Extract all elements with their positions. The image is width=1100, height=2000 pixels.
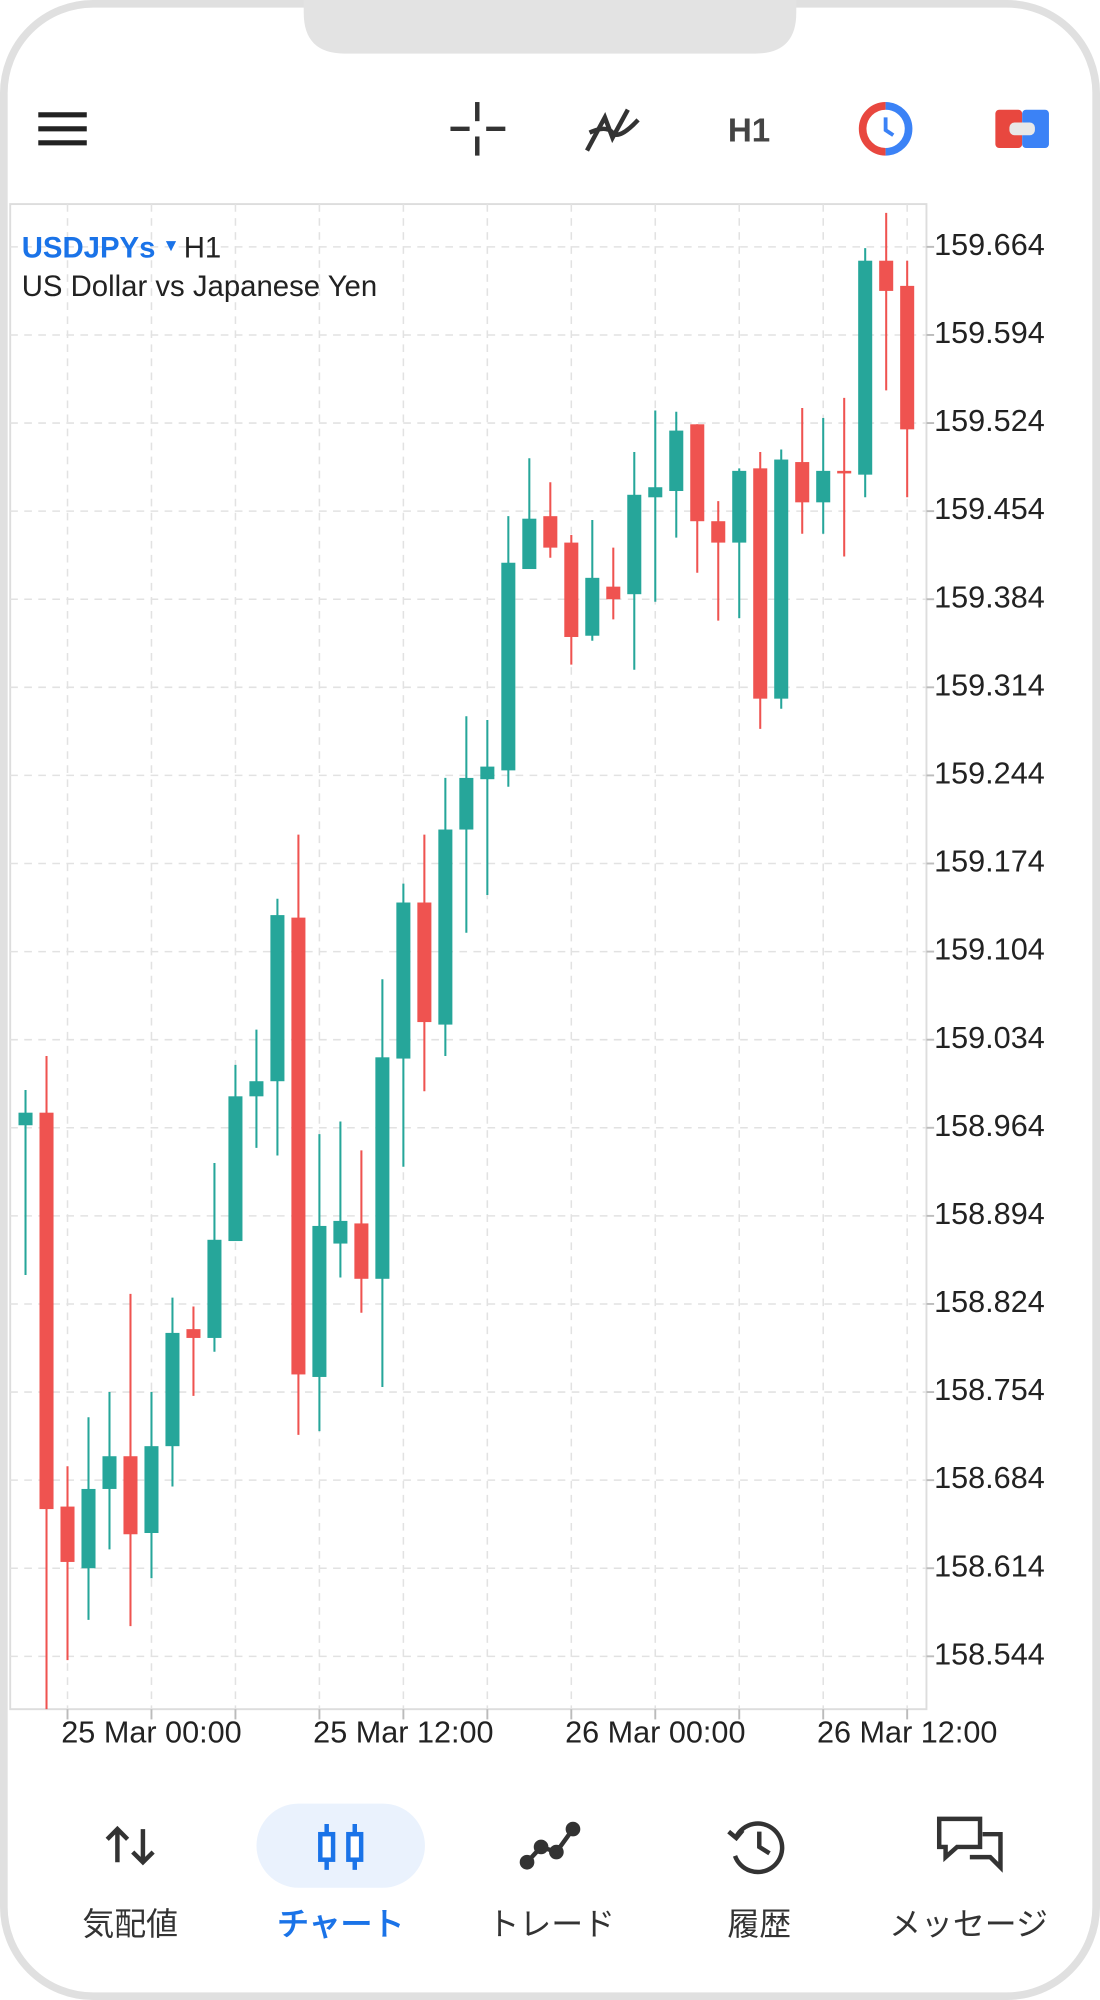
nav-label[interactable]: メッセージ bbox=[889, 1906, 1048, 1942]
candle-body bbox=[438, 829, 453, 1025]
x-tick-label: 26 Mar 00:00 bbox=[565, 1715, 745, 1749]
y-tick-label: 158.824 bbox=[934, 1285, 1045, 1319]
y-tick-label: 159.594 bbox=[934, 316, 1045, 350]
candle-body bbox=[480, 766, 495, 780]
y-tick-label: 159.454 bbox=[934, 492, 1045, 526]
candle-body bbox=[648, 487, 663, 498]
history-icon[interactable] bbox=[727, 1821, 785, 1875]
y-tick-label: 158.964 bbox=[934, 1109, 1045, 1143]
notch bbox=[303, 0, 797, 54]
candle-body bbox=[774, 459, 789, 699]
y-tick-label: 159.524 bbox=[934, 404, 1045, 438]
candle-body bbox=[354, 1223, 369, 1279]
candle-body bbox=[39, 1112, 54, 1510]
candle-body bbox=[81, 1488, 96, 1569]
candle-body bbox=[144, 1446, 159, 1534]
y-tick-label: 158.684 bbox=[934, 1461, 1045, 1495]
candle-body bbox=[18, 1112, 33, 1126]
timeframe-button[interactable]: H1 bbox=[728, 113, 770, 150]
candle-body bbox=[102, 1456, 117, 1489]
candle-body bbox=[270, 915, 285, 1082]
y-tick-label: 159.664 bbox=[934, 228, 1045, 262]
candle-body bbox=[333, 1220, 348, 1244]
candle-body bbox=[123, 1456, 138, 1535]
trade-toggle-button[interactable] bbox=[995, 109, 1049, 148]
symbol-dropdown[interactable] bbox=[165, 241, 177, 252]
candle-body bbox=[249, 1081, 264, 1097]
y-tick-label: 158.894 bbox=[934, 1197, 1045, 1231]
candle-body bbox=[837, 470, 852, 474]
candle-body bbox=[732, 470, 747, 543]
messages-icon[interactable] bbox=[936, 1816, 1003, 1873]
crosshair-button[interactable] bbox=[450, 102, 506, 156]
candle-body bbox=[312, 1225, 327, 1377]
trade-icon[interactable] bbox=[519, 1821, 581, 1870]
y-tick-label: 158.614 bbox=[934, 1549, 1045, 1583]
candle-body bbox=[606, 586, 621, 600]
candle-body bbox=[291, 917, 306, 1375]
y-tick-label: 159.174 bbox=[934, 845, 1045, 879]
nav-label[interactable]: トレード bbox=[488, 1906, 616, 1942]
y-tick-label: 158.544 bbox=[934, 1637, 1045, 1671]
plot: 158.544 158.614 158.684 158.754 158.824 158.8… bbox=[10, 212, 1045, 1749]
quotes-icon[interactable] bbox=[105, 1825, 155, 1866]
candle-body bbox=[417, 902, 432, 1023]
candle-body bbox=[459, 777, 474, 830]
candle-body bbox=[522, 518, 537, 570]
nav-label[interactable]: チャート bbox=[277, 1906, 404, 1942]
candle-body bbox=[711, 521, 726, 543]
candle-body bbox=[858, 260, 873, 475]
candle-body bbox=[207, 1239, 222, 1338]
candle-body bbox=[816, 470, 831, 503]
chart-icon[interactable] bbox=[318, 1823, 364, 1870]
chart-timeframe: H1 bbox=[184, 232, 222, 265]
candle-body bbox=[627, 494, 642, 595]
candle-body bbox=[585, 577, 600, 636]
x-tick-label: 26 Mar 12:00 bbox=[817, 1715, 997, 1749]
candle-body bbox=[543, 516, 558, 548]
y-tick-label: 159.034 bbox=[934, 1021, 1045, 1055]
menu-button[interactable] bbox=[38, 112, 87, 146]
candle-body bbox=[795, 462, 810, 503]
y-tick-label: 159.104 bbox=[934, 933, 1045, 967]
candle-body bbox=[375, 1057, 390, 1279]
candle-body bbox=[879, 260, 894, 291]
symbol-description: US Dollar vs Japanese Yen bbox=[22, 270, 378, 303]
candle-body bbox=[900, 285, 915, 430]
symbol[interactable]: USDJPYs bbox=[22, 232, 156, 265]
candle-body bbox=[753, 468, 768, 699]
chart-frame bbox=[9, 203, 928, 1711]
candle-body bbox=[564, 542, 579, 637]
candle-body bbox=[186, 1329, 201, 1338]
candle-body bbox=[501, 562, 516, 771]
y-tick-label: 159.384 bbox=[934, 580, 1045, 614]
candle-body bbox=[60, 1506, 75, 1562]
candle-body bbox=[165, 1332, 180, 1447]
y-tick-label: 159.244 bbox=[934, 757, 1045, 791]
nav-active-pill bbox=[256, 1803, 425, 1888]
candle-body bbox=[690, 424, 705, 522]
y-tick-label: 158.754 bbox=[934, 1373, 1045, 1407]
candle-body bbox=[396, 902, 411, 1059]
candle-body bbox=[669, 430, 684, 492]
x-tick-label: 25 Mar 00:00 bbox=[61, 1715, 241, 1749]
y-tick-label: 159.314 bbox=[934, 668, 1045, 702]
one-click-button[interactable] bbox=[858, 102, 913, 156]
nav-label[interactable]: 履歴 bbox=[727, 1906, 791, 1942]
nav-label[interactable]: 気配値 bbox=[82, 1906, 178, 1942]
indicator-button[interactable] bbox=[585, 108, 640, 152]
x-tick-label: 25 Mar 12:00 bbox=[313, 1715, 493, 1749]
candle-body bbox=[228, 1096, 243, 1242]
